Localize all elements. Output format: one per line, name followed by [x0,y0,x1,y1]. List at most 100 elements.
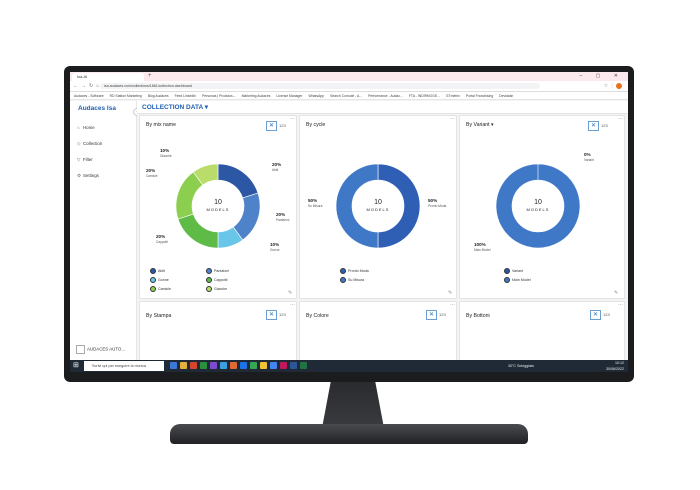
legend-item[interactable]: Giacche [206,285,262,294]
nav-buttons[interactable]: ←→↻⌂ [73,83,103,89]
taskbar-app-icon[interactable] [190,362,197,369]
taskbar-app-icon[interactable] [260,362,267,369]
close-icon[interactable]: ✕ [588,121,599,131]
legend-item[interactable]: Main Model [504,276,560,285]
donut-slice-cappotti[interactable] [177,213,219,249]
taskbar-search-input[interactable]: Scrivi qui per eseguire la ricerca [84,361,164,371]
taskbar-app-icon[interactable] [240,362,247,369]
sidebar-item-label: Home [83,125,95,130]
donut-slice-abiti[interactable] [217,163,259,199]
taskbar-app-icon[interactable] [280,362,287,369]
count-toggle[interactable]: 123 [439,312,446,317]
chart-card-variant: By Variant ▾ ✕ 123 … 10 MODELS 0% Variant… [459,115,625,299]
sidebar-item-label: Settings [83,173,99,178]
sidebar-item-label: Filter [83,157,93,162]
count-toggle[interactable]: 123 [603,312,610,317]
count-toggle[interactable]: 123 [279,123,286,128]
main-content: COLLECTION DATA ▾ By mix name ✕ 123 … 10… [137,101,628,361]
close-icon[interactable]: ✕ [266,121,277,131]
legend-item[interactable]: Abiti [150,267,206,276]
bookmark-item[interactable]: Feed LinkedIn [174,94,197,98]
monitor-stand-neck [322,382,384,428]
new-tab-button[interactable]: + [148,73,152,79]
url-input[interactable]: isa.audaces.com/collections/1861/collect… [100,83,540,89]
legend-item[interactable]: Su Misura [340,276,396,285]
slice-name: Pronto Moda [428,204,447,208]
workspace-switcher[interactable]: AUDACES AUTO... [76,345,125,354]
bookmark-item[interactable]: WhatsApp [308,94,325,98]
more-icon[interactable]: … [618,115,623,121]
taskbar-app-icon[interactable] [300,362,307,369]
system-clock[interactable]: 10:12 30/06/2022 [606,360,624,372]
brand-logo[interactable]: Audaces Isa [78,105,116,112]
legend-item[interactable]: Cappotti [206,276,262,285]
more-icon[interactable]: … [290,115,295,121]
count-toggle[interactable]: 123 [601,123,608,128]
more-icon[interactable]: … [450,301,455,307]
legend-label: Variant [512,269,524,273]
donut-slice-main-model[interactable] [495,163,581,249]
donut-slice-giacche[interactable] [192,163,219,186]
sidebar-item-filter[interactable]: ▽ Filter [77,157,93,163]
taskbar-app-icon[interactable] [270,362,277,369]
bookmark-item[interactable]: Devidash [499,94,514,98]
more-icon[interactable]: … [618,301,623,307]
profile-avatar[interactable] [616,82,622,89]
page-title[interactable]: COLLECTION DATA ▾ [142,103,208,111]
bookmark-item[interactable]: Portal Franchising [465,94,494,98]
browser-tab[interactable]: Isa.AI [72,73,144,81]
windows-start-icon[interactable]: ⊞ [73,362,79,369]
taskbar-app-icon[interactable] [250,362,257,369]
taskbar-app-icon[interactable] [230,362,237,369]
bookmark-item[interactable]: Marketing Audaces [241,94,271,98]
slice-percent: 20% [156,234,166,239]
legend-swatch [206,286,212,293]
card-title[interactable]: By Variant ▾ [466,122,494,128]
more-icon[interactable]: … [450,115,455,121]
legend-item[interactable]: Camicie [150,285,206,294]
taskbar-app-icon[interactable] [180,362,187,369]
legend-item[interactable]: Variant [504,267,560,276]
bookmark-item[interactable]: Performance - Audac... [368,94,403,98]
bookmark-item[interactable]: Audaces - Software [74,94,104,98]
taskbar-app-icon[interactable] [220,362,227,369]
edit-icon[interactable]: ✎ [614,290,619,296]
sidebar-item-settings[interactable]: ⚙ Settings [77,173,99,179]
edit-icon[interactable]: ✎ [448,290,453,296]
slice-label-abiti: 20% Abiti [272,162,281,172]
slice-name: Camicie [146,174,158,178]
taskbar-app-icon[interactable] [200,362,207,369]
sidebar-item-collection[interactable]: ◇ Collection [77,141,102,147]
close-icon[interactable]: ✕ [266,310,277,320]
window-controls[interactable]: – ▢ ✕ [579,73,624,79]
taskbar-app-icon[interactable] [210,362,217,369]
bookmark-item[interactable]: FTA - INDIRNOGE... [408,94,440,98]
bookmark-item[interactable]: GTmetrix [445,94,460,98]
legend-swatch [150,277,156,284]
legend-item[interactable]: Pantaloni [206,267,262,276]
bookmark-item[interactable]: License Manager [276,94,303,98]
edit-icon[interactable]: ✎ [288,290,293,296]
weather-widget[interactable]: 30°C Soleggiato [508,364,535,368]
close-icon[interactable]: ✕ [590,310,601,320]
donut-slice-su-misura[interactable] [335,163,379,249]
sidebar-item-home[interactable]: ⌂ Home [77,125,95,130]
close-icon[interactable]: ✕ [426,310,437,320]
taskbar-app-icon[interactable] [170,362,177,369]
collection-icon: ◇ [77,141,81,146]
extension-icons[interactable]: ☆ ⋮ [604,82,622,90]
more-icon[interactable]: … [290,301,295,307]
center-label: MODELS [207,207,230,212]
bookmark-item[interactable]: Blog Audaces [147,94,169,98]
count-toggle[interactable]: 123 [279,312,286,317]
chart-card-colore: By Colore ✕ 123 … [299,301,457,361]
workspace-name: AUDACES AUTO... [87,346,125,352]
legend-swatch [150,268,156,275]
legend-item[interactable]: Pronto Moda [340,267,396,276]
legend-item[interactable]: Gonne [150,276,206,285]
bookmark-item[interactable]: Search Console - A... [330,94,363,98]
bookmark-item[interactable]: RD Station Marketing [109,94,142,98]
taskbar-app-icon[interactable] [290,362,297,369]
donut-slice-pronto-moda[interactable] [377,163,421,249]
bookmark-item[interactable]: Personas | Produtos... [202,94,236,98]
